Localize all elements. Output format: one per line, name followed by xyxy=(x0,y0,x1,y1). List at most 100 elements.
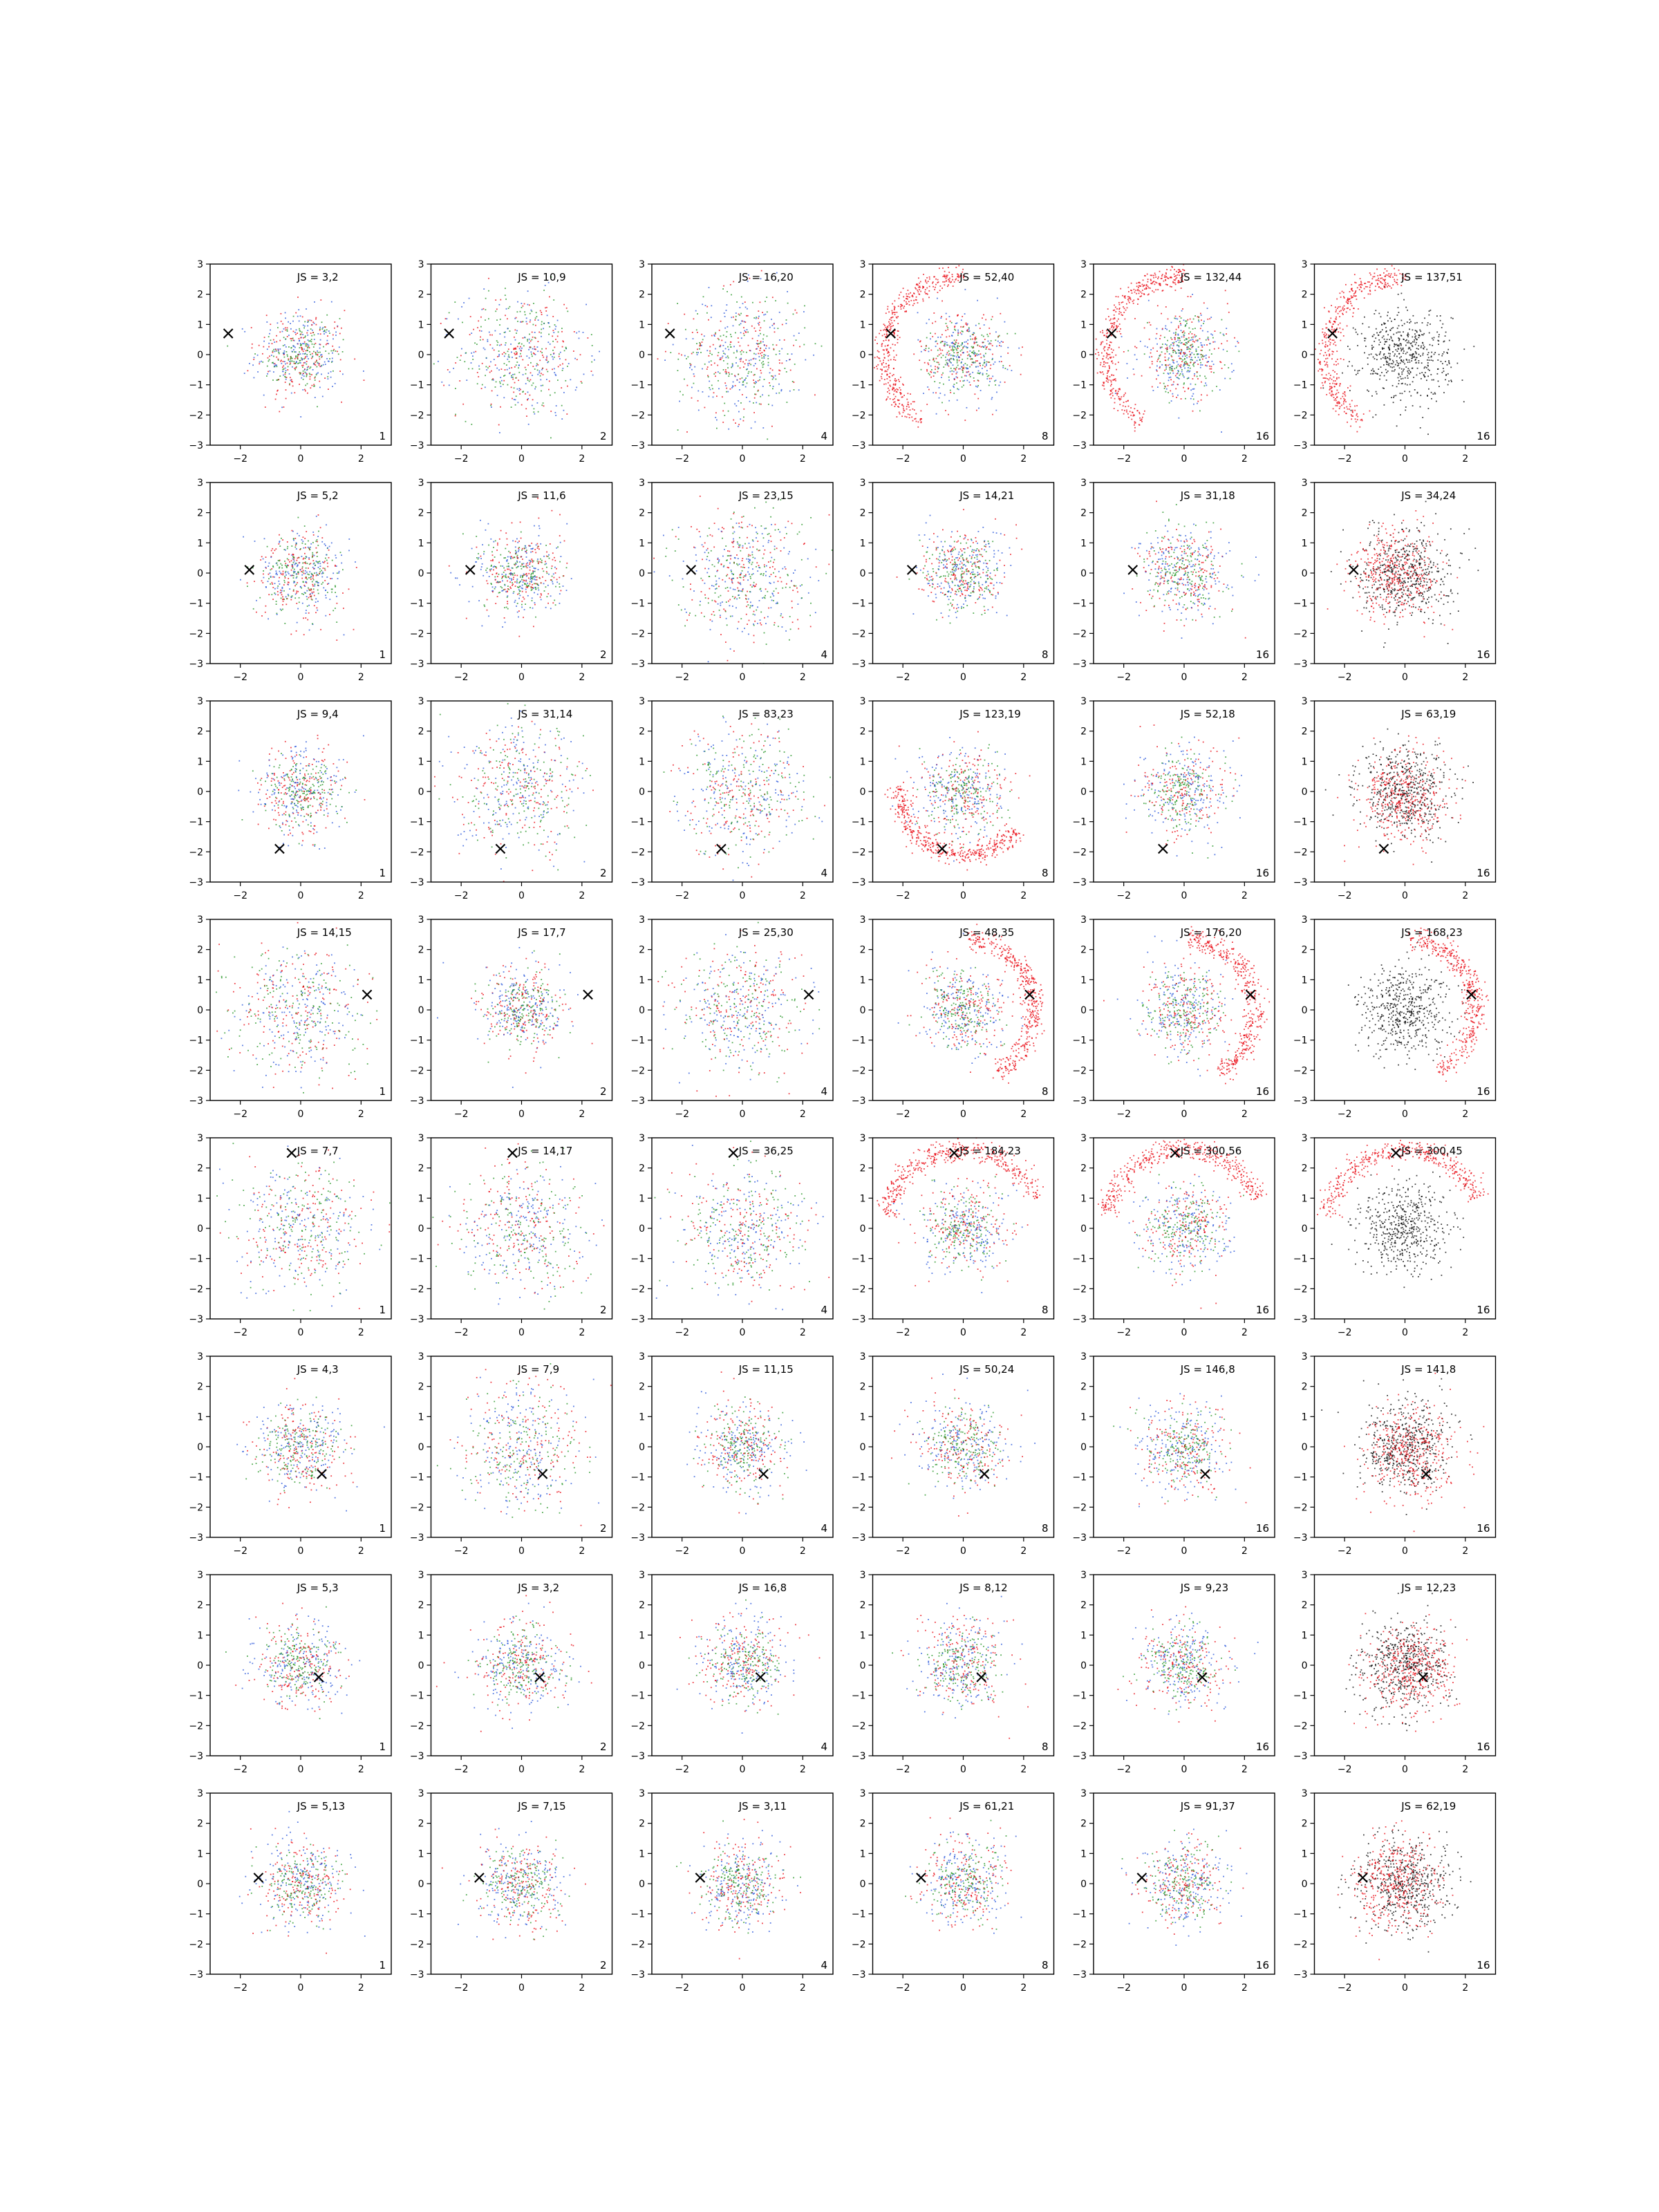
point-red xyxy=(304,388,306,391)
point-green xyxy=(957,345,959,346)
point-black xyxy=(1383,375,1385,377)
point-blue xyxy=(986,363,987,365)
point-red xyxy=(1335,400,1337,402)
point-black xyxy=(1398,339,1400,340)
point-black xyxy=(1443,340,1445,342)
point-red xyxy=(891,317,892,319)
point-blue xyxy=(308,344,310,346)
point-blue xyxy=(974,352,975,353)
point-green xyxy=(745,377,747,379)
point-blue xyxy=(1165,366,1168,368)
point-red xyxy=(1165,276,1167,278)
point-green xyxy=(319,561,321,562)
point-green xyxy=(279,567,280,569)
point-blue xyxy=(283,353,284,355)
point-red xyxy=(889,323,891,324)
point-red xyxy=(298,338,300,339)
point-red xyxy=(1325,363,1327,365)
point-blue xyxy=(481,308,483,310)
point-red xyxy=(561,330,563,332)
point-red xyxy=(1196,371,1198,373)
point-blue xyxy=(491,347,494,349)
point-green xyxy=(1165,391,1167,393)
point-black xyxy=(1382,357,1384,359)
point-red xyxy=(1153,281,1155,282)
point-blue xyxy=(303,547,305,549)
y-tick-label: −3 xyxy=(410,440,424,451)
point-blue xyxy=(269,370,271,372)
point-green xyxy=(711,353,713,355)
point-blue xyxy=(505,308,507,310)
point-red xyxy=(1383,286,1385,288)
point-red xyxy=(975,360,977,362)
point-red xyxy=(1106,330,1107,332)
point-blue xyxy=(735,405,738,406)
point-red xyxy=(940,353,942,355)
point-blue xyxy=(503,397,505,399)
point-green xyxy=(455,388,456,389)
point-red xyxy=(971,364,973,366)
point-red xyxy=(534,346,536,348)
point-green xyxy=(960,362,962,364)
point-red xyxy=(290,599,292,601)
point-red xyxy=(874,357,876,359)
axes-frame xyxy=(430,263,613,446)
point-green xyxy=(517,321,518,322)
point-green xyxy=(322,572,324,574)
point-red xyxy=(974,393,976,395)
x-tick-label: −2 xyxy=(675,453,689,465)
point-red xyxy=(1171,356,1173,357)
point-red xyxy=(1109,366,1110,368)
point-green xyxy=(736,350,738,353)
point-black xyxy=(1388,347,1389,349)
point-red xyxy=(306,361,308,362)
point-red xyxy=(290,569,292,571)
point-red xyxy=(301,349,303,350)
point-red xyxy=(690,364,692,366)
point-red xyxy=(301,316,303,318)
point-green xyxy=(487,367,489,369)
point-green xyxy=(565,379,567,382)
point-red xyxy=(1326,333,1327,335)
point-red xyxy=(268,594,270,596)
point-green xyxy=(1198,319,1199,321)
point-black xyxy=(1412,341,1414,343)
point-black xyxy=(1426,379,1427,382)
point-blue xyxy=(507,358,509,360)
point-blue xyxy=(1230,363,1232,365)
point-red xyxy=(973,380,975,382)
point-green xyxy=(1194,384,1197,386)
point-red xyxy=(988,348,990,350)
point-red xyxy=(913,401,915,403)
point-red xyxy=(286,541,288,543)
point-red xyxy=(901,396,903,398)
point-green xyxy=(509,330,511,332)
scatter-points xyxy=(1095,264,1240,433)
point-green xyxy=(726,373,727,375)
point-blue xyxy=(744,379,746,381)
point-blue xyxy=(994,361,996,363)
point-blue xyxy=(939,336,941,338)
point-red xyxy=(545,307,546,309)
point-red xyxy=(944,281,946,283)
point-green xyxy=(275,601,277,602)
point-blue xyxy=(1000,355,1002,357)
point-red xyxy=(501,353,503,355)
point-red xyxy=(447,369,449,371)
point-green xyxy=(286,330,288,332)
point-red xyxy=(1150,279,1152,281)
point-blue xyxy=(297,608,299,610)
point-green xyxy=(978,373,980,374)
js-annotation: JS = 3,2 xyxy=(297,271,339,283)
point-red xyxy=(1122,301,1124,303)
point-red xyxy=(947,328,949,330)
point-green xyxy=(565,346,567,348)
point-red xyxy=(1214,330,1216,332)
point-green xyxy=(727,346,729,348)
point-red xyxy=(344,310,346,312)
y-tick-label: −2 xyxy=(189,410,203,421)
point-blue xyxy=(499,344,500,346)
point-green xyxy=(485,375,486,377)
point-blue xyxy=(276,322,279,324)
